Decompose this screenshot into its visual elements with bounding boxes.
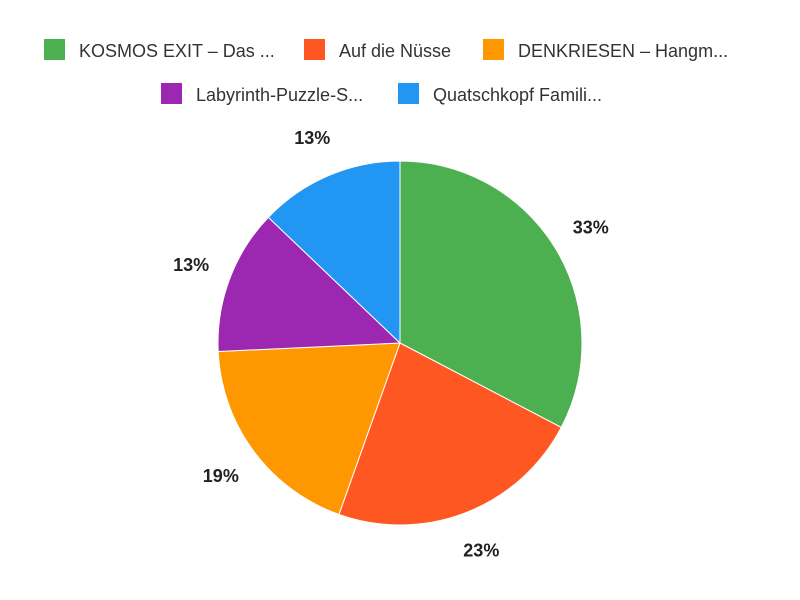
percent-labels: 33% 23% 19% 13% 13% bbox=[173, 128, 609, 561]
pie-slice-1[interactable] bbox=[338, 342, 562, 526]
legend-label-4[interactable]: Quatschkopf Famili... bbox=[433, 85, 602, 105]
legend-label-1[interactable]: Auf die Nüsse bbox=[339, 41, 451, 61]
pie-slice-3[interactable] bbox=[217, 216, 402, 353]
legend-swatch-3 bbox=[161, 83, 182, 104]
legend-label-2[interactable]: DENKRIESEN – Hangm... bbox=[518, 41, 728, 61]
legend-label-3[interactable]: Labyrinth-Puzzle-S... bbox=[196, 85, 363, 105]
percent-label-2: 19% bbox=[203, 466, 239, 486]
percent-label-3: 13% bbox=[173, 255, 209, 275]
percent-label-4: 13% bbox=[294, 128, 330, 148]
pie-slices bbox=[217, 160, 583, 526]
legend-swatch-1 bbox=[304, 39, 325, 60]
pie-slice-0[interactable] bbox=[399, 160, 583, 429]
percent-label-1: 23% bbox=[463, 541, 499, 561]
pie-slice-2[interactable] bbox=[217, 342, 401, 516]
legend-swatch-0 bbox=[44, 39, 65, 60]
legend-swatch-2 bbox=[483, 39, 504, 60]
pie-slice-4[interactable] bbox=[267, 160, 401, 345]
percent-label-0: 33% bbox=[573, 218, 609, 238]
legend: KOSMOS EXIT – Das ... Auf die Nüsse DENKRI… bbox=[44, 39, 728, 105]
legend-swatch-4 bbox=[398, 83, 419, 104]
legend-label-0[interactable]: KOSMOS EXIT – Das ... bbox=[79, 41, 275, 61]
